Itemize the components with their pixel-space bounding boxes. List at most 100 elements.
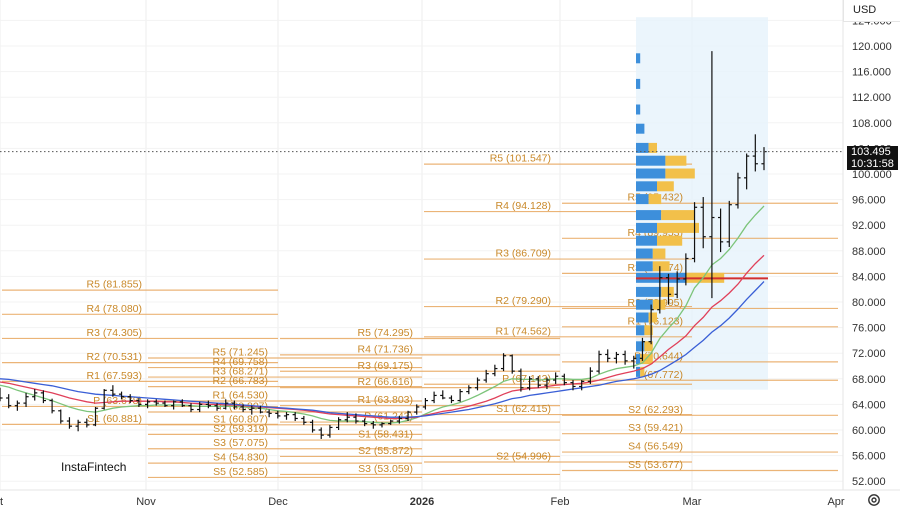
pivot-label: S3 (59.421) (628, 422, 683, 434)
volume-bar-buy (636, 78, 641, 89)
settings-gear-icon[interactable] (867, 493, 881, 507)
pivot-label: R2 (66.783) (213, 375, 268, 387)
pivot-label: S3 (53.059) (358, 463, 413, 475)
price-tick-label: 96.000 (852, 195, 886, 207)
time-tick-label: t (0, 496, 3, 508)
pivot-label: S1 (62.415) (496, 403, 551, 415)
price-tick-label: 72.000 (852, 348, 886, 360)
volume-bar-buy (636, 261, 653, 272)
volume-bar-buy (636, 366, 641, 377)
price-tick-label: 88.000 (852, 246, 886, 258)
pivot-label: R1 (64.530) (213, 390, 268, 402)
price-tick-label: 80.000 (852, 297, 886, 309)
volume-bar-buy (636, 286, 662, 297)
volume-bar-sell (640, 366, 645, 377)
currency-label: USD (853, 4, 877, 16)
price-tick-label: 112.000 (852, 92, 891, 104)
pivot-label: S1 (60.807) (213, 413, 268, 425)
volume-bar-sell (644, 341, 653, 352)
price-tick-label: 108.000 (852, 118, 892, 130)
pivot-label: S2 (62.293) (628, 404, 683, 416)
price-tick-label: 76.000 (852, 323, 886, 335)
pivot-label: S5 (52.585) (213, 466, 268, 478)
volume-bar-buy (636, 248, 653, 259)
currency-selector[interactable]: USD (843, 0, 900, 22)
volume-bar-buy (636, 235, 657, 246)
time-tick-label: Dec (268, 496, 288, 508)
pivot-label: R5 (101.547) (490, 153, 551, 165)
time-axis[interactable]: t Nov Dec 2026 Feb Mar Apr (0, 489, 900, 508)
volume-bar-sell (665, 155, 687, 166)
pivot-label: R1 (74.562) (496, 325, 551, 337)
pivot-label: S2 (55.872) (358, 445, 413, 457)
volume-bar-buy (636, 222, 657, 233)
volume-bar-buy (636, 325, 645, 336)
time-tick-label: Feb (551, 496, 570, 508)
price-tick-label: 92.000 (852, 220, 886, 232)
volume-bar-sell (657, 235, 683, 246)
price-tick-label: 64.000 (852, 399, 886, 411)
volume-bar-buy (636, 341, 645, 352)
time-tick-label: Nov (136, 496, 156, 508)
pivot-label: R5 (71.245) (213, 347, 268, 359)
pivot-label: R2 (79.290) (496, 295, 551, 307)
pivot-label: R4 (69.758) (213, 356, 268, 368)
pivot-label: R4 (94.128) (496, 200, 551, 212)
pivot-label: R5 (81.855) (87, 279, 142, 291)
volume-bar-buy (636, 142, 649, 153)
volume-bar-buy (636, 155, 666, 166)
last-price-value: 103.495 (851, 146, 891, 158)
volume-bar-sell (648, 312, 657, 323)
pivot-label: S1 (58.431) (358, 429, 413, 441)
pivot-label: R1 (63.803) (358, 394, 413, 406)
time-tick-label: Mar (683, 496, 702, 508)
volume-bar-sell (661, 210, 695, 221)
time-tick-label: 2026 (410, 496, 434, 508)
price-tick-label: 60.000 (852, 425, 886, 437)
volume-bar-sell (652, 299, 666, 310)
pivot-label: R4 (78.080) (87, 303, 142, 315)
moving-average-line (0, 254, 765, 420)
volume-bar-sell (657, 181, 674, 192)
volume-bar-sell (644, 325, 653, 336)
volume-bar-sell (665, 168, 695, 179)
moving-average-line (0, 281, 765, 418)
pivot-levels: R5 (81.855) R4 (78.080) R3 (74.305) R2 (70.… (2, 153, 838, 479)
price-tick-label: 68.000 (852, 374, 886, 386)
pivot-label: S5 (53.677) (628, 459, 683, 471)
volume-bar-sell (652, 248, 666, 259)
pivot-label: R2 (66.616) (358, 376, 413, 388)
volume-bar-buy (636, 299, 653, 310)
pivot-label: R3 (68.271) (213, 366, 268, 378)
price-tick-label: 116.000 (852, 67, 891, 79)
pivot-label: S4 (54.830) (213, 452, 268, 464)
price-tick-label: 120.000 (852, 41, 892, 53)
pivot-label: R4 (71.736) (358, 343, 413, 355)
volume-bar-buy (636, 194, 649, 205)
volume-bar-sell (657, 222, 699, 233)
volume-bar-buy (636, 123, 645, 134)
volume-bar-buy (636, 210, 662, 221)
pivot-label: S3 (57.075) (213, 437, 268, 449)
volume-bar-buy (636, 53, 641, 64)
pivot-label: R3 (69.175) (358, 360, 413, 372)
pivot-label: R2 (70.531) (87, 351, 142, 363)
pivot-label: R1 (67.593) (87, 370, 142, 382)
bar-countdown: 10:31:58 (851, 158, 894, 170)
time-tick-label: Apr (827, 496, 844, 508)
price-axis[interactable]: 124.000120.000116.000112.000108.000104.0… (842, 0, 892, 490)
pivot-label: R3 (86.709) (496, 248, 551, 260)
volume-profile (636, 53, 768, 377)
volume-bar-buy (636, 354, 641, 365)
volume-bar-buy (636, 168, 666, 179)
volume-bar-sell (648, 142, 657, 153)
pivot-label: S2 (59.319) (213, 423, 268, 435)
pivot-label: R3 (74.305) (87, 327, 142, 339)
volume-bar-sell (652, 261, 670, 272)
volume-bar-sell (648, 194, 662, 205)
ohlc-bars (0, 51, 767, 439)
volume-bar-buy (636, 181, 657, 192)
volume-bar-buy (636, 104, 641, 115)
pivot-label: S4 (56.549) (628, 441, 683, 453)
